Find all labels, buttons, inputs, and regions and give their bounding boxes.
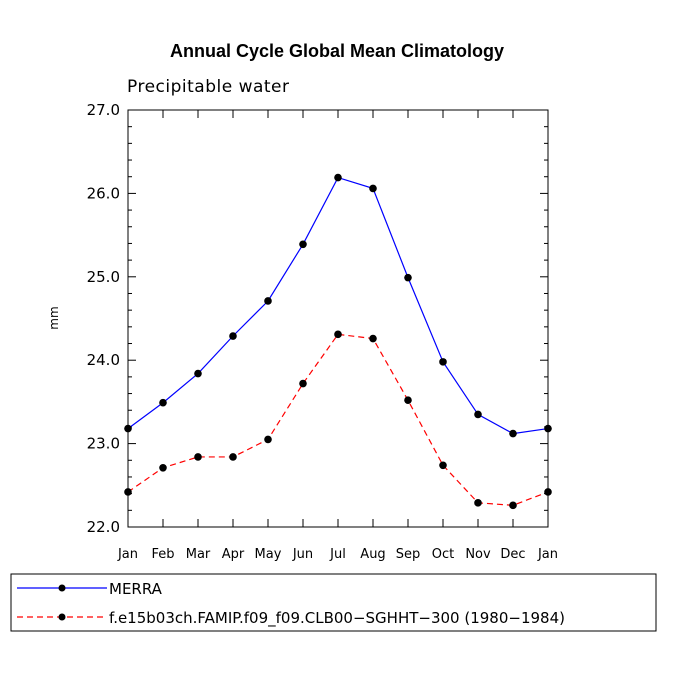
legend-label-model: f.e15b03ch.FAMIP.f09_f09.CLB00−SGHHT−300…	[109, 609, 565, 628]
y-tick-label: 27.0	[87, 101, 120, 119]
series-line-0	[127, 176, 549, 435]
legend: MERRA f.e15b03ch.FAMIP.f09_f09.CLB00−SGH…	[10, 573, 657, 632]
x-tick-label: Feb	[151, 547, 174, 562]
data-point-1	[439, 461, 447, 470]
data-point-1	[474, 499, 482, 507]
data-point-1	[369, 334, 377, 343]
series-points	[124, 173, 552, 510]
data-point-1	[124, 488, 132, 496]
data-point-1	[404, 396, 412, 405]
legend-marker-model	[58, 613, 66, 621]
y-tick-label: 25.0	[87, 268, 120, 286]
data-point-1	[299, 379, 307, 388]
y-tick-label: 24.0	[87, 351, 120, 369]
x-tick-label: Jan	[537, 547, 558, 562]
data-point-0	[124, 424, 132, 433]
data-point-0	[439, 358, 447, 366]
x-tick-label: Oct	[432, 547, 454, 562]
x-tick-label: Dec	[500, 547, 525, 562]
legend-label-merra: MERRA	[109, 580, 163, 598]
plot-frame	[127, 109, 549, 528]
data-point-1	[159, 463, 167, 472]
data-point-1	[334, 330, 342, 339]
data-point-1	[194, 453, 202, 461]
y-axis-label: mm	[47, 306, 61, 329]
x-tick-label: May	[255, 547, 282, 562]
data-point-0	[334, 173, 342, 182]
data-point-0	[369, 184, 377, 193]
chart-title: Annual Cycle Global Mean Climatology	[170, 41, 504, 61]
data-point-0	[299, 240, 307, 249]
x-tick-label: Apr	[222, 547, 245, 562]
x-tick-label: Mar	[186, 547, 211, 562]
series-line-1	[127, 333, 549, 506]
x-tick-label: Aug	[360, 547, 385, 562]
y-tick-label: 23.0	[87, 435, 120, 453]
series-lines	[127, 176, 549, 506]
x-tick-label: Nov	[465, 547, 491, 562]
x-tick-label: Jul	[329, 547, 346, 562]
legend-box	[10, 573, 657, 632]
data-point-0	[474, 410, 482, 419]
data-point-0	[194, 369, 202, 378]
data-point-0	[404, 273, 412, 282]
axes: 22.0 23.0 24.0 25.0 26.0 27.0 Jan Feb Mar Apr May J…	[87, 101, 558, 562]
legend-marker-merra	[58, 584, 66, 592]
y-tick-label: 22.0	[87, 518, 120, 536]
data-point-0	[229, 332, 237, 340]
data-point-0	[159, 398, 167, 407]
data-point-1	[509, 501, 517, 510]
data-point-0	[264, 297, 272, 305]
data-point-1	[229, 453, 237, 461]
x-tick-label: Jun	[292, 547, 313, 562]
x-tick-label: Jan	[117, 547, 138, 562]
y-tick-label: 26.0	[87, 184, 120, 202]
data-point-0	[509, 429, 517, 438]
x-tick-label: Sep	[396, 547, 421, 562]
chart-subtitle: Precipitable water	[127, 77, 290, 97]
data-point-0	[544, 424, 552, 433]
data-point-1	[264, 435, 272, 444]
data-point-1	[544, 488, 552, 496]
